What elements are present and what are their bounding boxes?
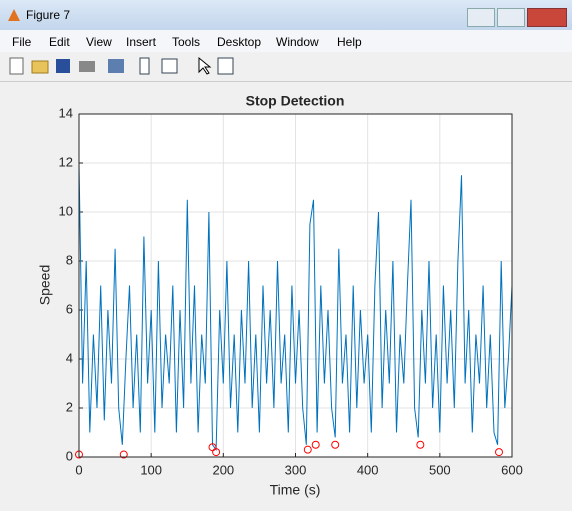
x-tick-label: 600 [501,462,523,477]
y-tick-label: 6 [66,301,73,316]
menu-item[interactable]: View [86,35,112,49]
stop-marker [119,450,128,459]
stop-marker [331,440,340,449]
x-tick-label: 500 [429,462,451,477]
y-tick-label: 0 [66,448,73,463]
legend-icon[interactable] [161,58,178,74]
stop-marker [303,445,312,454]
colorbar-icon[interactable] [139,57,150,75]
axes-box [78,113,513,458]
y-tick-label: 4 [66,350,73,365]
link-icon[interactable] [108,59,124,73]
x-tick-label: 300 [285,462,307,477]
title-bar: Figure 7 [0,0,572,30]
y-tick-label: 10 [59,203,73,218]
print-icon[interactable] [79,61,95,72]
close-button[interactable] [527,8,567,27]
y-tick-label: 2 [66,399,73,414]
menu-item[interactable]: Insert [126,35,157,49]
x-tick-label: 0 [75,462,82,477]
stop-marker [212,448,221,457]
stop-marker [416,440,425,449]
menu-item[interactable]: Help [337,35,362,49]
maximize-button[interactable] [497,8,525,27]
figure: Stop Detection Time (s) Speed 0 2 4 6 8 10 12 1… [37,93,523,498]
menu-item[interactable]: File [12,35,32,49]
y-tick-label: 14 [59,105,73,120]
app-icon [8,9,20,21]
window-title: Figure 7 [26,8,71,22]
save-icon[interactable] [56,59,70,73]
menu-item[interactable]: Edit [49,35,70,49]
minimize-button[interactable] [467,8,495,27]
open-icon[interactable] [31,60,49,74]
stop-marker [311,440,320,449]
x-tick-label: 400 [357,462,379,477]
chart-title: Stop Detection [246,93,345,109]
menu-item[interactable]: Tools [172,35,201,49]
menu-bar: File Edit View Insert Tools Desktop Window Help [0,30,572,52]
toolbar-icons [9,56,234,75]
pointer-icon[interactable] [198,56,212,75]
menu-item[interactable]: Window [276,35,319,49]
y-axis-label: Speed [37,265,53,305]
x-axis-label: Time (s) [270,482,321,498]
speed-line [78,162,513,452]
new-icon[interactable] [9,57,24,75]
stop-marker [495,448,504,457]
menu-item[interactable]: Desktop [217,35,262,49]
x-tick-label: 200 [212,462,234,477]
y-tick-label: 12 [59,154,73,169]
x-tick-label: 100 [140,462,162,477]
y-tick-label: 8 [66,252,73,267]
toolbar [0,53,572,82]
plot-tools-icon[interactable] [217,57,234,75]
